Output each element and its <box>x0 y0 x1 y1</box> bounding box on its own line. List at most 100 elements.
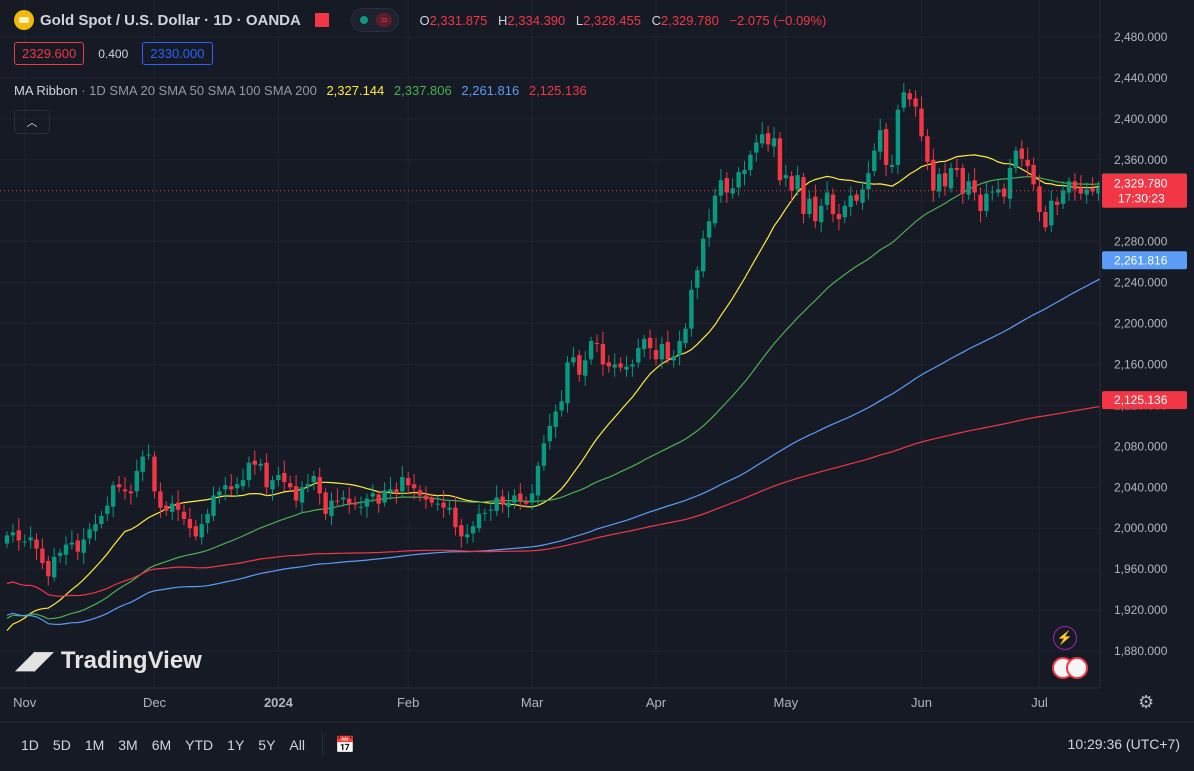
candle <box>193 526 198 537</box>
candle <box>1049 200 1054 226</box>
candle <box>1096 187 1101 194</box>
candle <box>1090 188 1095 192</box>
candle <box>199 524 204 538</box>
price-change: −2.075 (−0.09%) <box>729 12 827 28</box>
data-feed-icon: ≈ <box>375 13 393 27</box>
candle <box>996 189 1001 193</box>
candle <box>81 539 86 553</box>
lightning-icon[interactable]: ⚡ <box>1053 626 1077 650</box>
range-1d[interactable]: 1D <box>21 737 39 753</box>
candle <box>1031 164 1036 185</box>
candle <box>1043 211 1048 228</box>
candle <box>541 443 547 466</box>
y-tick-label: 2,440.000 <box>1114 71 1168 85</box>
indicator-params: 1D SMA 20 SMA 50 SMA 100 SMA 200 <box>89 83 317 98</box>
indicator-legend[interactable]: MA Ribbon · 1D SMA 20 SMA 50 SMA 100 SMA… <box>14 83 587 98</box>
candle <box>765 133 771 145</box>
range-ytd[interactable]: YTD <box>185 737 214 753</box>
tradingview-watermark: ◢◤ TradingView <box>16 646 202 675</box>
candle <box>347 498 352 504</box>
sma-200-line <box>6 399 1140 597</box>
candle <box>518 493 523 501</box>
candle <box>282 472 287 483</box>
x-tick-label: Jun <box>911 695 932 710</box>
candle <box>565 362 570 404</box>
us-flag-icon[interactable] <box>1052 657 1094 681</box>
candle <box>465 534 470 538</box>
trade-panel: 2329.600 0.400 2330.000 <box>14 42 213 65</box>
candle <box>665 341 670 360</box>
buy-button[interactable]: 2330.000 <box>142 42 213 65</box>
candle <box>600 344 606 365</box>
range-all[interactable]: All <box>289 737 305 753</box>
y-tick-label: 2,400.000 <box>1114 112 1168 126</box>
candle <box>642 338 647 350</box>
chart-header: Gold Spot / U.S. Dollar · 1D · OANDA ≈ O… <box>14 8 833 32</box>
x-tick-label: Dec <box>143 695 167 710</box>
candle <box>205 513 210 524</box>
market-status-pill[interactable]: ≈ <box>350 8 400 32</box>
range-5d[interactable]: 5D <box>52 737 71 753</box>
candle <box>175 502 181 510</box>
candle <box>1072 181 1078 190</box>
candle <box>264 462 269 488</box>
candle <box>276 474 281 481</box>
candle <box>134 470 139 492</box>
candle <box>547 425 552 442</box>
candle <box>240 480 246 487</box>
flag-icon[interactable] <box>314 13 329 27</box>
symbol-title[interactable]: Gold Spot / U.S. Dollar · 1D · OANDA <box>40 11 301 29</box>
candle <box>801 177 806 215</box>
candle <box>234 484 240 489</box>
candle <box>972 180 977 193</box>
candle <box>146 454 151 456</box>
range-6m[interactable]: 6M <box>151 737 172 753</box>
candle <box>317 477 322 494</box>
price-tag <box>1102 251 1187 270</box>
candle <box>883 129 889 165</box>
sell-button[interactable]: 2329.600 <box>14 42 85 65</box>
price-axis[interactable] <box>1100 0 1194 688</box>
candle <box>512 495 517 503</box>
calendar-icon[interactable]: 📅 <box>334 737 355 754</box>
candle <box>895 109 901 165</box>
candle <box>718 180 724 196</box>
candle <box>748 154 753 171</box>
candle <box>382 490 387 503</box>
candle <box>783 175 788 179</box>
candle <box>1055 201 1060 205</box>
candle <box>63 544 69 555</box>
y-tick-label: 1,880.000 <box>1114 644 1168 658</box>
candle <box>594 342 600 344</box>
candle <box>170 503 175 512</box>
candle <box>1066 181 1072 193</box>
countdown-label: 17:30:23 <box>1118 192 1165 206</box>
x-tick-label: 2024 <box>264 695 294 710</box>
range-1m[interactable]: 1M <box>84 737 105 753</box>
candle <box>836 214 842 220</box>
candle <box>612 364 617 368</box>
range-1y[interactable]: 1Y <box>227 737 245 753</box>
gold-coin-icon <box>14 10 34 30</box>
sma20-value: 2,327.144 <box>326 83 385 98</box>
candle <box>695 270 700 288</box>
range-3m[interactable]: 3M <box>118 737 138 753</box>
candle <box>476 513 482 529</box>
candle <box>966 181 971 195</box>
candle <box>370 493 375 497</box>
candle <box>577 355 582 375</box>
gear-icon[interactable]: ⚙ <box>1138 692 1155 712</box>
price-tag-label: 2,261.816 <box>1114 253 1168 267</box>
candle <box>931 159 936 191</box>
divider <box>321 733 323 757</box>
candle <box>630 364 635 367</box>
collapse-chevron-icon[interactable]: ︿ <box>14 110 50 134</box>
candle <box>1060 190 1066 204</box>
candle <box>187 518 193 529</box>
candle <box>75 540 80 552</box>
candle <box>937 174 942 192</box>
range-5y[interactable]: 5Y <box>258 737 276 753</box>
candle <box>724 178 729 193</box>
indicator-name: MA Ribbon <box>14 83 78 98</box>
